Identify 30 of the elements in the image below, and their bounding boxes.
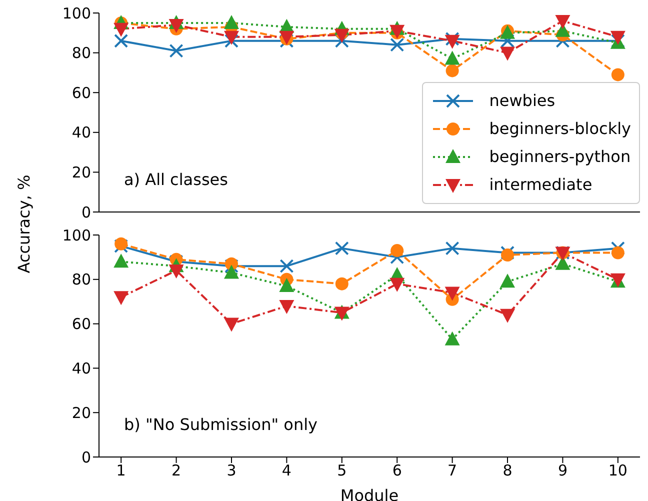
y-tick-label: 80 xyxy=(72,270,91,289)
y-tick-label: 0 xyxy=(81,203,91,222)
x-tick-label: 5 xyxy=(337,462,347,480)
legend-label: intermediate xyxy=(489,175,592,194)
x-tick-label: 6 xyxy=(392,462,402,480)
x-tick-label: 3 xyxy=(226,462,236,480)
y-tick-label: 80 xyxy=(72,44,91,62)
y-tick-label: 100 xyxy=(62,4,91,22)
x-axis-title: Module xyxy=(340,486,399,501)
y-tick-label: 20 xyxy=(72,164,91,182)
annotation: b) "No Submission" only xyxy=(124,415,318,434)
y-tick-label: 40 xyxy=(72,124,91,142)
legend-label: beginners-python xyxy=(489,147,631,166)
x-tick-label: 8 xyxy=(502,462,512,480)
y-tick-label: 60 xyxy=(72,84,91,102)
x-tick-label: 4 xyxy=(282,462,292,480)
x-tick-label: 10 xyxy=(608,462,628,480)
x-tick-label: 2 xyxy=(172,462,182,480)
y-tick-label: 20 xyxy=(72,404,91,422)
y-tick-label: 60 xyxy=(72,315,91,334)
y-tick-label: 40 xyxy=(72,360,91,378)
y-axis-title: Accuracy, % xyxy=(14,174,34,274)
y-tick-label: 0 xyxy=(81,448,91,466)
x-tick-label: 1 xyxy=(116,462,126,480)
y-tick-label: 100 xyxy=(62,226,91,244)
legend-label: beginners-blockly xyxy=(489,119,631,138)
x-tick-label: 9 xyxy=(558,462,568,480)
annotation: a) All classes xyxy=(124,170,228,189)
x-tick-label: 7 xyxy=(448,462,458,480)
legend-label: newbies xyxy=(489,91,556,110)
